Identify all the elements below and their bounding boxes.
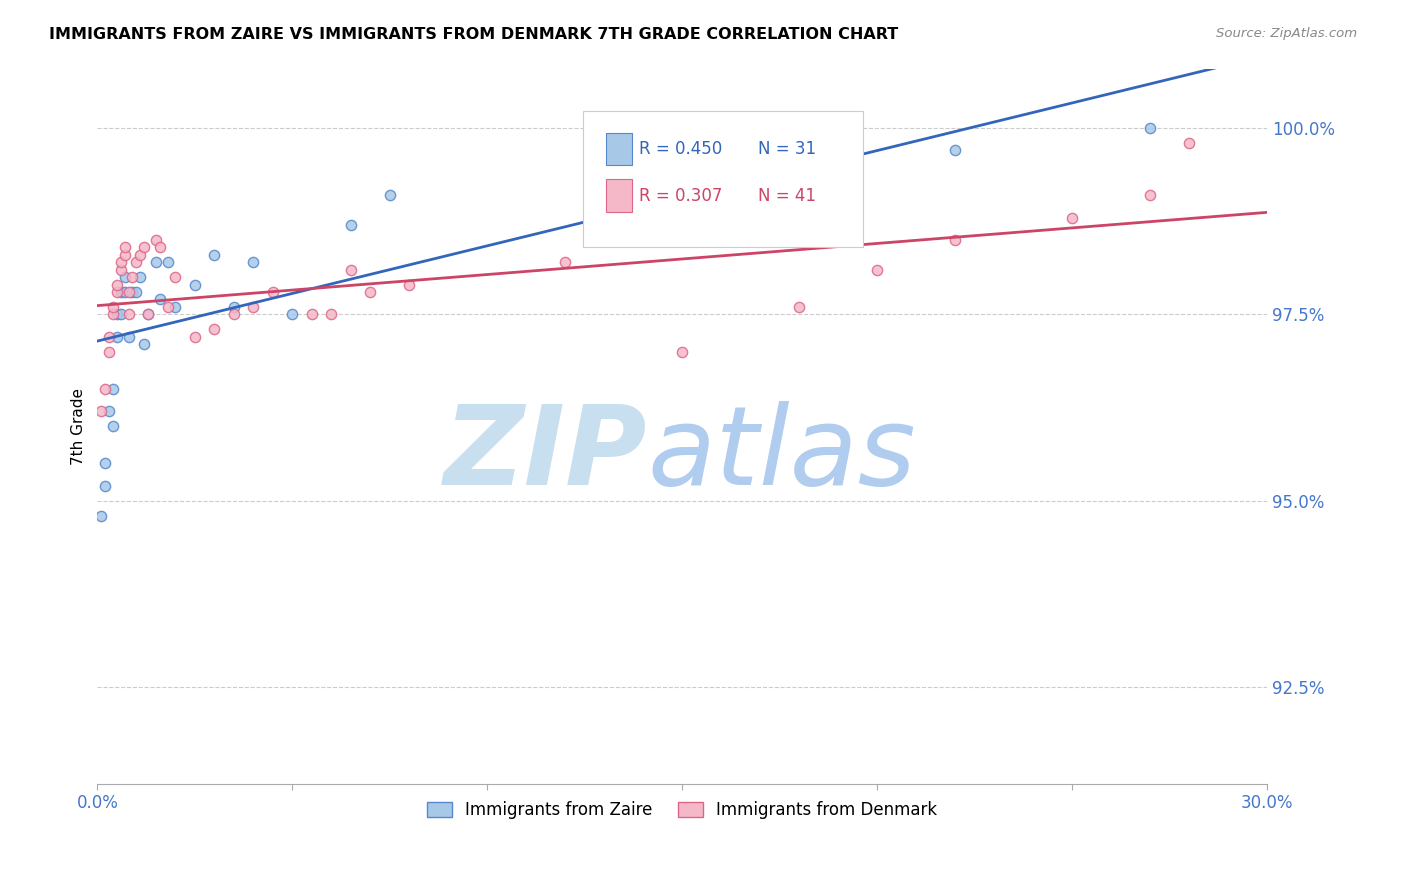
Point [145, 233, 167, 247]
Point [202, 248, 225, 262]
Point [129, 270, 152, 285]
Point [125, 285, 148, 299]
Point [101, 419, 124, 434]
Point [110, 307, 132, 321]
Point [149, 240, 172, 254]
Point [321, 307, 343, 321]
Point [262, 285, 284, 299]
Point [90, 508, 112, 523]
Point [90, 404, 112, 418]
Point [222, 300, 245, 314]
Point [94, 479, 117, 493]
Point [98, 329, 121, 343]
Point [121, 285, 143, 299]
Point [110, 255, 132, 269]
Point [129, 248, 152, 262]
Point [94, 456, 117, 470]
Point [787, 300, 810, 314]
Point [1060, 211, 1083, 225]
Point [165, 270, 187, 285]
Point [202, 322, 225, 336]
Point [378, 188, 401, 202]
Point [1178, 136, 1201, 150]
Point [101, 300, 124, 314]
Point [101, 382, 124, 396]
Y-axis label: 7th Grade: 7th Grade [72, 388, 86, 465]
Point [242, 255, 264, 269]
Point [222, 307, 245, 321]
Point [136, 307, 159, 321]
Point [165, 300, 187, 314]
Text: atlas: atlas [647, 401, 915, 508]
Point [1139, 121, 1161, 136]
Point [339, 218, 361, 232]
Point [339, 262, 361, 277]
Point [866, 262, 889, 277]
Point [281, 307, 304, 321]
Point [114, 240, 136, 254]
Point [943, 233, 966, 247]
Point [114, 285, 136, 299]
Text: IMMIGRANTS FROM ZAIRE VS IMMIGRANTS FROM DENMARK 7TH GRADE CORRELATION CHART: IMMIGRANTS FROM ZAIRE VS IMMIGRANTS FROM… [49, 27, 898, 42]
Point [94, 382, 117, 396]
Point [156, 255, 179, 269]
Point [110, 262, 132, 277]
Text: R = 0.450: R = 0.450 [638, 140, 723, 159]
FancyBboxPatch shape [606, 133, 631, 165]
Point [105, 285, 128, 299]
Text: R = 0.307: R = 0.307 [638, 186, 723, 205]
Point [105, 307, 128, 321]
Point [145, 255, 167, 269]
Point [671, 344, 693, 359]
Point [134, 337, 156, 351]
Point [184, 329, 207, 343]
Point [301, 307, 323, 321]
Text: N = 31: N = 31 [758, 140, 817, 159]
Point [136, 307, 159, 321]
Point [156, 300, 179, 314]
Point [105, 329, 128, 343]
Point [117, 329, 139, 343]
Text: N = 41: N = 41 [758, 186, 815, 205]
Point [1139, 188, 1161, 202]
Point [554, 255, 576, 269]
Point [121, 270, 143, 285]
Point [114, 248, 136, 262]
Text: ZIP: ZIP [443, 401, 647, 508]
Point [134, 240, 156, 254]
Point [98, 344, 121, 359]
Point [149, 293, 172, 307]
Point [184, 277, 207, 292]
Point [125, 255, 148, 269]
Point [110, 285, 132, 299]
Point [359, 285, 381, 299]
FancyBboxPatch shape [582, 112, 863, 247]
Point [105, 277, 128, 292]
Point [101, 307, 124, 321]
Point [242, 300, 264, 314]
FancyBboxPatch shape [606, 179, 631, 211]
Point [117, 307, 139, 321]
Text: Source: ZipAtlas.com: Source: ZipAtlas.com [1216, 27, 1357, 40]
Point [98, 404, 121, 418]
Legend: Immigrants from Zaire, Immigrants from Denmark: Immigrants from Zaire, Immigrants from D… [420, 794, 943, 825]
Point [943, 144, 966, 158]
Point [114, 270, 136, 285]
Point [117, 285, 139, 299]
Point [398, 277, 420, 292]
